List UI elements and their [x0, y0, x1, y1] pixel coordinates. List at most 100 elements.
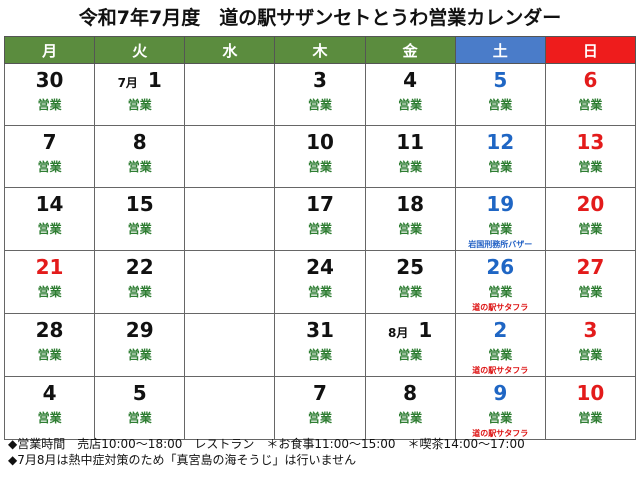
day-cell: 29 営業: [94, 313, 186, 377]
weekday-wed: 水: [184, 36, 276, 64]
day-cell: 7月 1 営業: [94, 63, 186, 126]
weekday-thu: 木: [274, 36, 366, 64]
weekday-mon: 月: [3, 36, 96, 64]
day-cell: 28 営業: [3, 313, 96, 377]
closed-status: 定休日: [211, 285, 248, 299]
day-cell: 21 営業: [3, 250, 96, 314]
day-number: 31: [275, 318, 364, 342]
open-status: 営業: [127, 222, 152, 236]
day-cell: 30 営業: [3, 63, 96, 126]
day-cell: 6 定休日: [184, 376, 276, 440]
day-number: 3: [275, 68, 364, 92]
day-label: 30: [35, 68, 64, 92]
day-label: 7: [313, 381, 327, 405]
open-status: 営業: [398, 160, 423, 174]
day-number: 4: [366, 68, 455, 92]
day-cell: 3 営業: [274, 63, 366, 126]
day-label: 12: [486, 130, 515, 154]
notes: ◆営業時間 売店10:00～18:00 レストラン ＊お食事11:00～15:0…: [8, 436, 525, 468]
day-label: 21: [35, 255, 64, 279]
day-cell: 13 営業: [544, 125, 637, 188]
day-number: 21: [5, 255, 94, 279]
closed-status: 定休日: [211, 411, 248, 425]
open-status: 営業: [307, 411, 332, 425]
open-status: 営業: [37, 285, 62, 299]
week-row: 28 営業 29 営業 30 定休日 31 営業 8月 1 営業 2 営業 道の駅サタフラ 3 営業: [3, 313, 637, 377]
day-label: 6: [583, 68, 598, 92]
event-label: 道の駅サタフラ: [472, 303, 529, 312]
open-status: 営業: [488, 411, 513, 425]
day-cell: 10 営業: [274, 125, 366, 188]
week-row: 4 営業 5 営業 6 定休日 7 営業 8 営業 9 営業 道の駅サタフラ 10 営業: [3, 376, 637, 440]
day-label: 31: [306, 318, 334, 342]
day-label: 4: [42, 381, 57, 405]
day-number: 5: [456, 68, 545, 92]
open-status: 営業: [127, 98, 152, 112]
day-number: 22: [95, 255, 184, 279]
day-number: 12: [456, 130, 545, 154]
day-label: 19: [486, 192, 515, 216]
open-status: 営業: [398, 222, 423, 236]
day-cell: 20 営業: [544, 187, 637, 251]
day-cell: 3 営業: [544, 313, 637, 377]
month-label: 7月: [117, 76, 138, 90]
day-cell: 31 営業: [274, 313, 366, 377]
day-number: 23: [185, 255, 274, 279]
day-cell: 15 営業: [94, 187, 186, 251]
closed-status: 定休日: [211, 222, 248, 236]
open-status: 営業: [37, 348, 62, 362]
day-cell: 22 営業: [94, 250, 186, 314]
day-cell: 8月 1 営業: [364, 313, 456, 377]
day-number: 30: [185, 318, 274, 342]
open-status: 営業: [307, 348, 332, 362]
week-row: 30 営業 7月 1 営業 2 定休日 3 営業 4 営業 5 営業 6 営業: [3, 63, 637, 126]
open-status: 営業: [578, 348, 603, 362]
day-label: 18: [396, 192, 425, 216]
day-label: 20: [576, 192, 605, 216]
day-number: 7: [275, 381, 364, 405]
day-number: 18: [366, 192, 455, 216]
day-number: 6: [185, 381, 274, 405]
day-number: 5: [95, 381, 184, 405]
day-number: 10: [546, 381, 635, 405]
week-row: 21 営業 22 営業 23 定休日 24 営業 25 営業 26 営業 道の駅サタフラ 27 営業: [3, 250, 637, 314]
day-label: 26: [486, 255, 515, 279]
day-cell: 24 営業: [274, 250, 366, 314]
open-status: 営業: [307, 160, 332, 174]
day-cell: 2 定休日: [184, 63, 276, 126]
day-number: 8: [95, 130, 184, 154]
weekday-header-row: 月 火 水 木 金 土 日: [3, 36, 637, 64]
day-label: 14: [35, 192, 64, 216]
month-label: 8月: [387, 326, 409, 340]
day-cell: 7 営業: [274, 376, 366, 440]
day-label: 8: [403, 381, 418, 405]
day-label: 25: [396, 255, 425, 279]
day-number: 11: [366, 130, 455, 154]
open-status: 営業: [37, 160, 62, 174]
day-cell: 27 営業: [544, 250, 637, 314]
note-cleanup: ◆7月8月は熱中症対策のため「真宮島の海そうじ」は行いません: [8, 453, 357, 467]
day-cell: 5 営業: [94, 376, 186, 440]
weekday-sun: 日: [544, 36, 637, 64]
day-number: 10: [275, 130, 364, 154]
day-cell: 19 営業 岩国刑務所バザー: [454, 187, 546, 251]
day-number: 2: [185, 68, 274, 92]
day-label: 5: [132, 381, 147, 405]
day-number: 4: [5, 381, 94, 405]
day-label: 29: [125, 318, 154, 342]
open-status: 営業: [398, 411, 423, 425]
day-cell: 7 営業: [3, 125, 96, 188]
day-cell: 2 営業 道の駅サタフラ: [454, 313, 546, 377]
open-status: 営業: [398, 285, 423, 299]
day-label: 10: [576, 381, 605, 405]
weekday-fri: 金: [364, 36, 456, 64]
week-row: 7 営業 8 営業 9 定休日 10 営業 11 営業 12 営業 13 営業: [3, 125, 637, 188]
day-number: 17: [275, 192, 364, 216]
day-cell: 14 営業: [3, 187, 96, 251]
day-label: 9: [493, 381, 508, 405]
day-number: 3: [546, 318, 635, 342]
day-cell: 12 営業: [454, 125, 546, 188]
open-status: 営業: [37, 411, 62, 425]
open-status: 営業: [398, 348, 423, 362]
day-cell: 23 定休日: [184, 250, 276, 314]
